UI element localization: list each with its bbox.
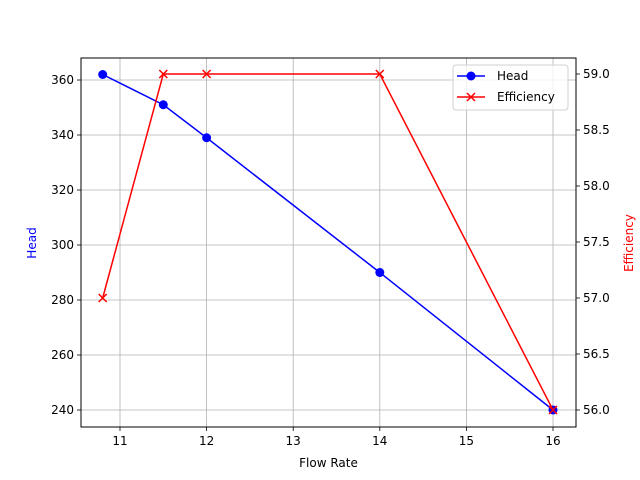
y-axis-ticks: 240 260 280 300 320 340 360 bbox=[51, 73, 81, 417]
x-tick-label: 13 bbox=[286, 434, 301, 448]
y-tick-label: 300 bbox=[51, 238, 74, 252]
y2-axis-ticks: 56.0 56.5 57.0 57.5 58.0 58.5 59.0 bbox=[576, 67, 610, 417]
legend-label: Efficiency bbox=[497, 90, 555, 104]
x-tick-label: 11 bbox=[112, 434, 127, 448]
legend-item-head: Head bbox=[457, 69, 528, 83]
y2-tick-label: 59.0 bbox=[583, 67, 610, 81]
y2-tick-label: 57.5 bbox=[583, 235, 610, 249]
y-tick-label: 320 bbox=[51, 183, 74, 197]
y2-tick-label: 56.0 bbox=[583, 403, 610, 417]
x-tick-label: 16 bbox=[545, 434, 560, 448]
legend-marker-icon bbox=[466, 92, 476, 102]
legend-marker-icon bbox=[466, 71, 476, 81]
y-axis-label: Head bbox=[25, 227, 39, 258]
y2-tick-label: 56.5 bbox=[583, 347, 610, 361]
data-point bbox=[375, 69, 385, 79]
x-tick-label: 15 bbox=[459, 434, 474, 448]
y2-tick-label: 58.5 bbox=[583, 123, 610, 137]
series-head bbox=[98, 70, 558, 415]
y-tick-label: 340 bbox=[51, 128, 74, 142]
data-point bbox=[158, 69, 168, 79]
y2-tick-label: 58.0 bbox=[583, 179, 610, 193]
x-tick-label: 14 bbox=[372, 434, 387, 448]
grid bbox=[81, 58, 576, 427]
data-point bbox=[98, 70, 108, 79]
plot-frame bbox=[80, 57, 577, 428]
data-point bbox=[202, 133, 212, 143]
legend-label: Head bbox=[497, 69, 528, 83]
data-point bbox=[158, 100, 168, 110]
x-axis-ticks: 11 12 13 14 15 16 bbox=[112, 427, 561, 448]
series-efficiency bbox=[98, 69, 558, 415]
y-tick-label: 240 bbox=[51, 403, 74, 417]
y-tick-label: 280 bbox=[51, 293, 74, 307]
x-tick-label: 12 bbox=[199, 434, 214, 448]
data-point bbox=[98, 293, 108, 303]
data-point bbox=[548, 405, 558, 415]
legend: Head Efficiency bbox=[452, 64, 569, 111]
y2-axis-label: Efficiency bbox=[622, 214, 636, 272]
y-tick-label: 260 bbox=[51, 348, 74, 362]
data-point bbox=[375, 268, 385, 277]
y-tick-label: 360 bbox=[51, 73, 74, 87]
y2-tick-label: 57.0 bbox=[583, 291, 610, 305]
x-axis-label: Flow Rate bbox=[299, 456, 358, 470]
data-point bbox=[202, 69, 212, 79]
legend-item-efficiency: Efficiency bbox=[457, 90, 555, 104]
